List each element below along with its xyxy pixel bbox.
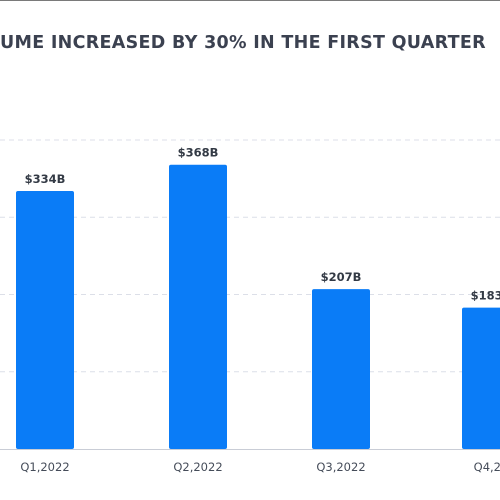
bar-Q2,2022 [169, 164, 227, 449]
data-label: $334B [25, 172, 66, 186]
x-tick-label: Q3,2022 [316, 460, 365, 474]
top-border [0, 0, 500, 1]
x-tick-label: Q4,20 [474, 460, 500, 474]
data-label: $207B [321, 270, 362, 284]
x-tick-labels: Q1,2022 Q2,2022 Q3,2022 Q4,20 [20, 460, 500, 474]
x-tick-label: Q2,2022 [173, 460, 222, 474]
data-labels: $334B $368B $207B $183B [25, 146, 500, 303]
chart-title: UME INCREASED BY 30% IN THE FIRST QUARTE… [0, 33, 486, 53]
x-tick-label: Q1,2022 [20, 460, 69, 474]
data-label: $183B [471, 289, 500, 303]
data-label: $368B [178, 146, 219, 160]
bars [16, 164, 500, 450]
bar-Q1,2022 [16, 190, 74, 450]
bar-Q3,2022 [312, 289, 370, 449]
gridlines [0, 139, 500, 450]
bar-Q4,20 [462, 307, 500, 449]
